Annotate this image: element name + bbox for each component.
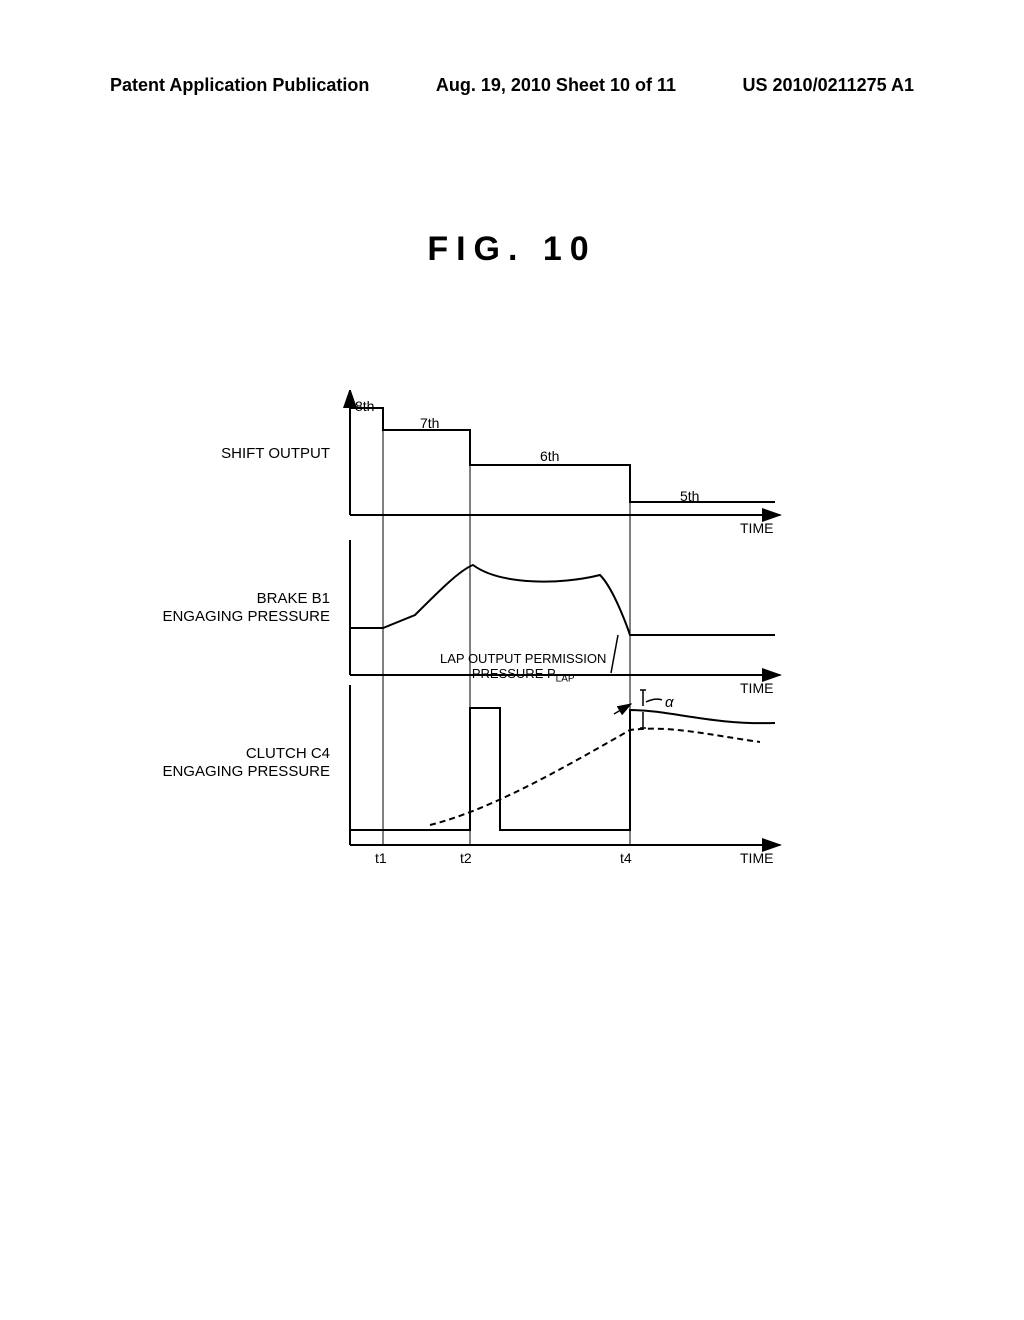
header-left: Patent Application Publication [110,75,369,96]
chart-svg [140,390,890,910]
chart-container: SHIFT OUTPUT BRAKE B1 ENGAGING PRESSURE … [140,390,890,910]
page-header: Patent Application Publication Aug. 19, … [0,75,1024,96]
header-center: Aug. 19, 2010 Sheet 10 of 11 [436,75,676,96]
alpha-leader [646,699,662,702]
figure-title: FIG. 10 [0,230,1024,269]
header-right: US 2010/0211275 A1 [743,75,914,96]
intersection-arrow [614,704,631,714]
drop-leader [611,635,618,673]
shift-output-curve [350,408,775,502]
brake-b1-curve [350,565,775,635]
clutch-c4-dashed-curve [430,729,760,825]
